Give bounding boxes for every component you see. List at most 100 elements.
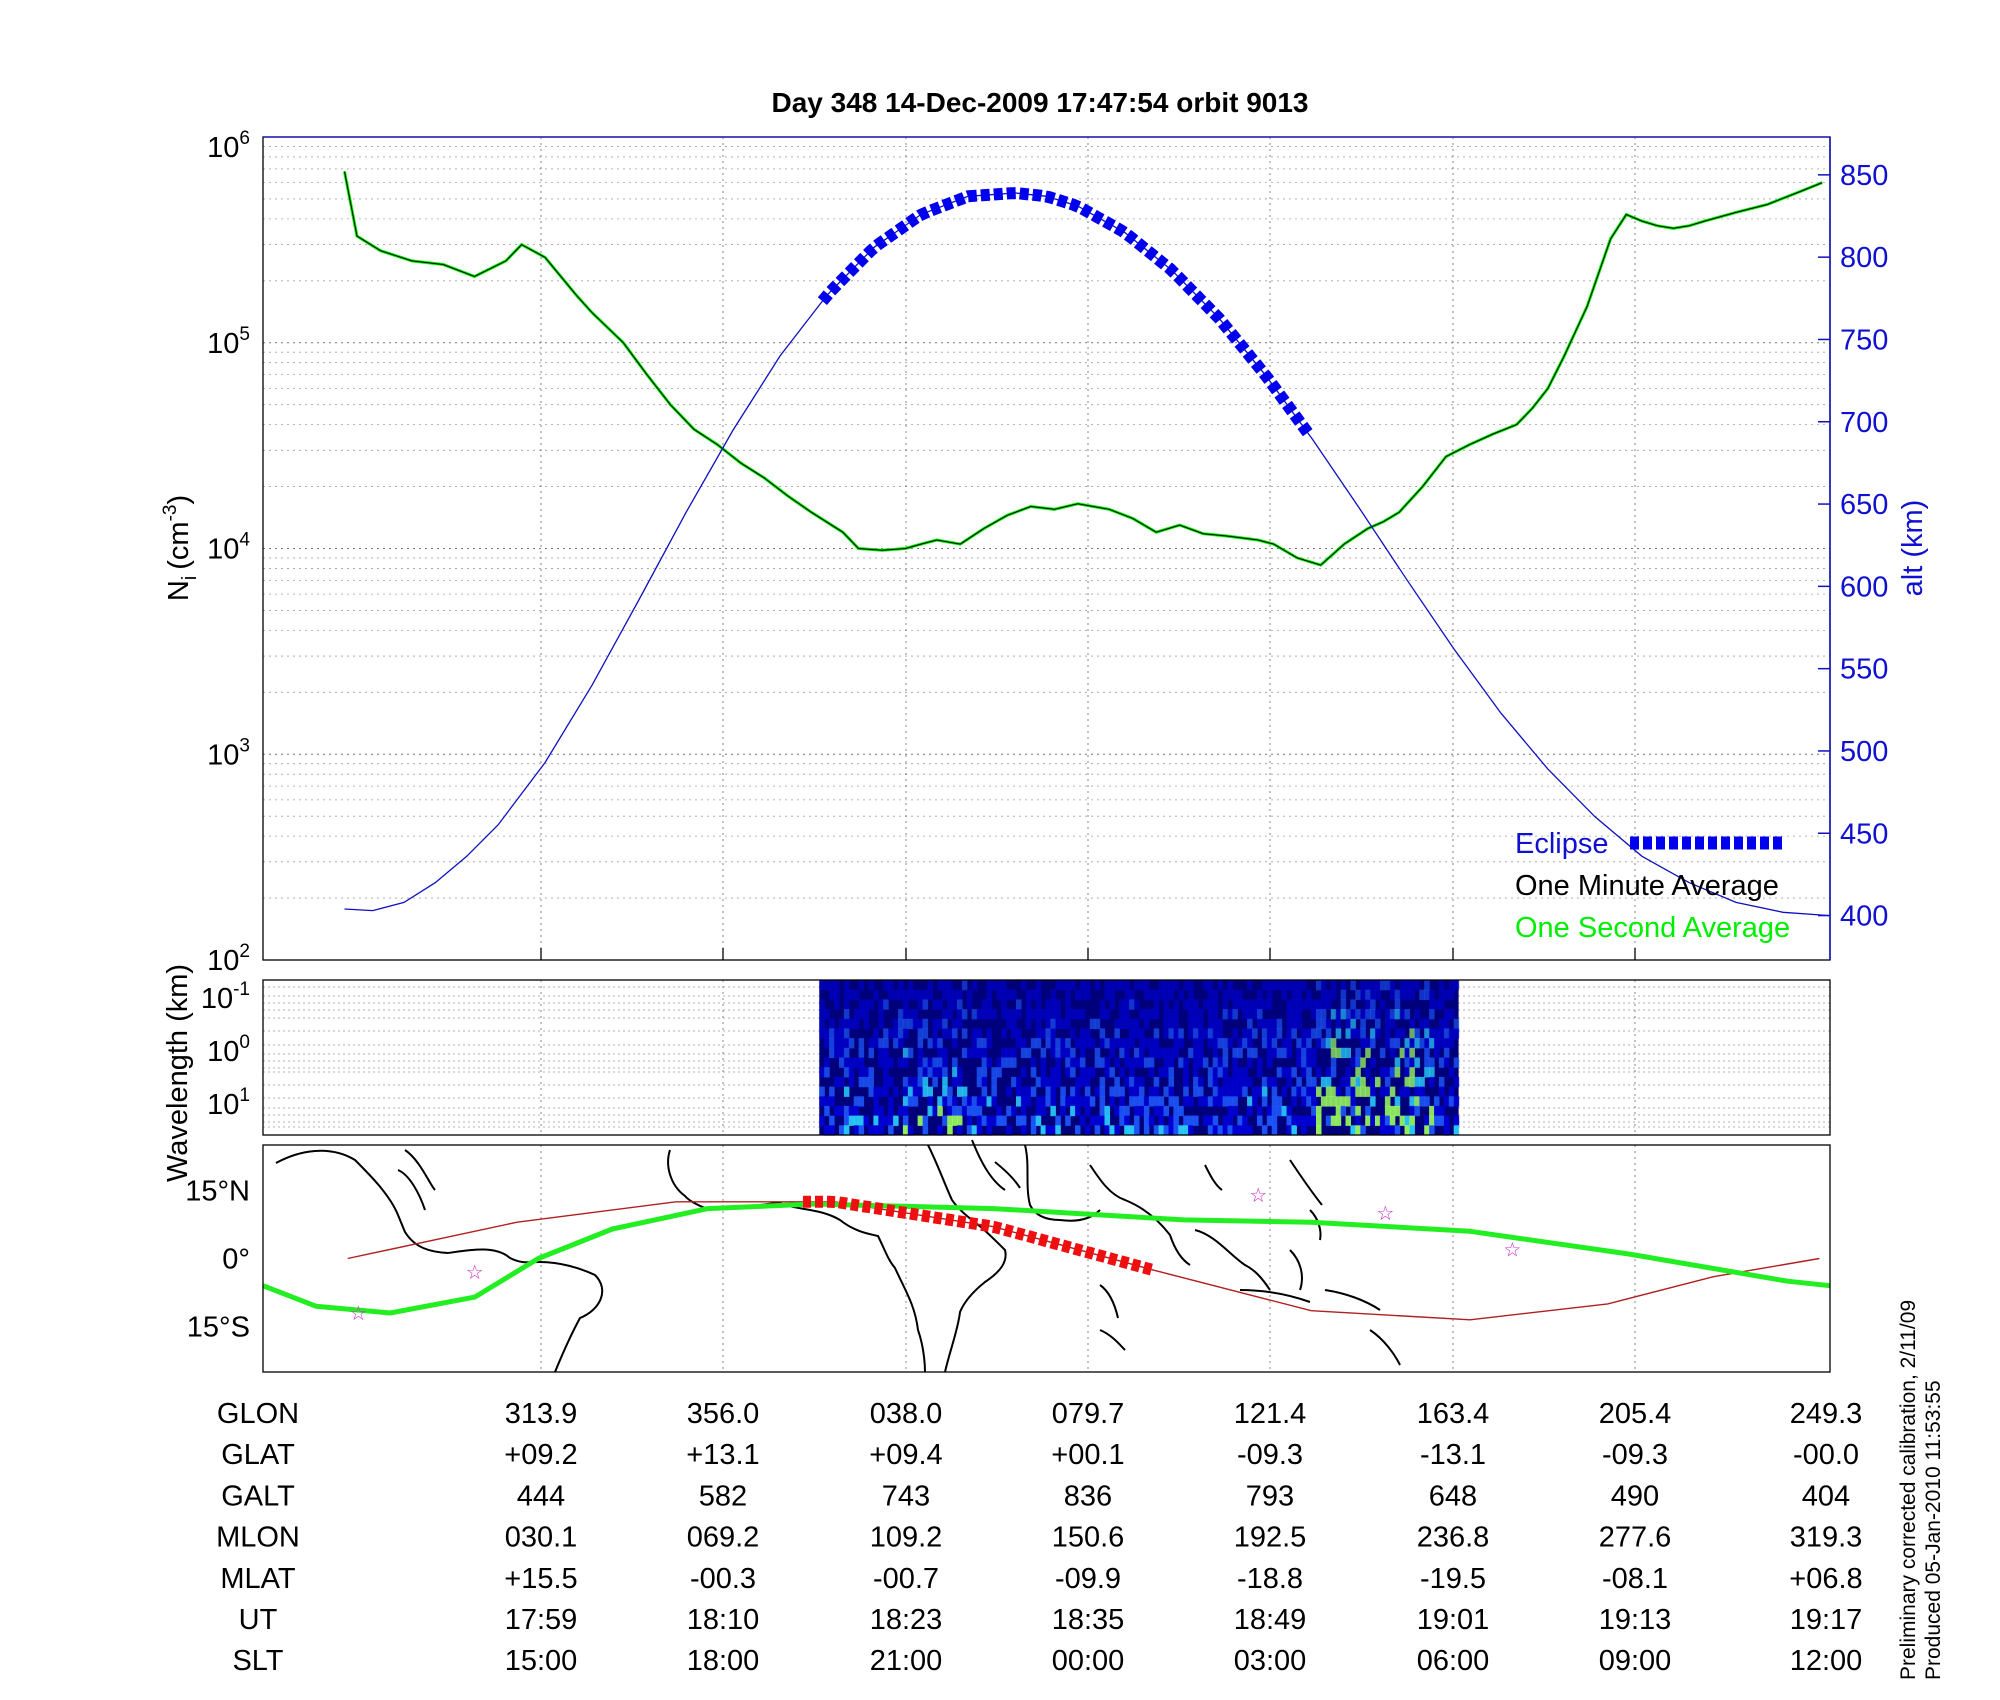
spectrogram-cell xyxy=(1325,1018,1332,1030)
spectrogram-cell xyxy=(843,1125,850,1136)
spectrogram-cell xyxy=(1286,980,1293,991)
table-cell: -00.0 xyxy=(1793,1439,1859,1471)
spectrogram-cell xyxy=(1030,1125,1037,1136)
spectrogram-cell xyxy=(1296,1076,1302,1088)
spectrogram-cell xyxy=(1296,1057,1302,1068)
spectrogram-cell xyxy=(1139,1047,1145,1059)
spectrogram-cell xyxy=(1139,1009,1145,1020)
spectrogram-cell xyxy=(1301,1038,1307,1049)
spectrogram-cell xyxy=(932,1067,938,1078)
spectrogram-cell xyxy=(947,980,953,991)
spectrogram-cell xyxy=(1276,1067,1283,1078)
spectrogram-cell xyxy=(981,999,988,1010)
spectrogram-cell xyxy=(1109,1067,1115,1078)
spectrogram-cell xyxy=(1330,1009,1337,1020)
spectrogram-cell xyxy=(1316,1028,1322,1039)
spectrogram-cell xyxy=(1025,1018,1032,1030)
spectrogram-cell xyxy=(1394,1028,1401,1039)
spectrogram-cell xyxy=(1134,1125,1140,1136)
spectrogram-cell xyxy=(1355,1067,1361,1078)
spectrogram-cell xyxy=(1384,1125,1391,1136)
spectrogram-cell xyxy=(1035,1018,1042,1030)
spectrogram-cell xyxy=(1266,1047,1273,1059)
spectrogram-cell xyxy=(1188,1028,1194,1039)
spectrogram-cell xyxy=(1443,1038,1450,1049)
spectrogram-cell xyxy=(937,1047,943,1059)
y2-tick-label: 750 xyxy=(1840,324,1888,356)
spectrogram-cell xyxy=(1330,980,1337,991)
spectrogram-cell xyxy=(1360,980,1366,991)
spectrogram-cell xyxy=(1370,1038,1376,1049)
spectrogram-cell xyxy=(1360,1028,1366,1039)
spectrogram-cell xyxy=(937,1067,943,1078)
spectrogram-cell xyxy=(1222,1086,1229,1097)
spectrogram-cell xyxy=(1301,1047,1307,1059)
spectrogram-cell xyxy=(1198,1009,1204,1020)
spectrogram-cell xyxy=(1055,1076,1061,1088)
spectrogram-cell xyxy=(1384,1115,1391,1126)
spectrogram-cell xyxy=(917,1067,924,1078)
spectrogram-cell xyxy=(1020,1047,1027,1059)
spectrogram-cell xyxy=(1114,1057,1120,1068)
spectrogram-cell xyxy=(1212,999,1219,1010)
spectrogram-cell xyxy=(1399,1086,1406,1097)
spectrogram-cell xyxy=(1448,1086,1455,1097)
spectrogram-cell xyxy=(1316,999,1322,1010)
spectrogram-cell xyxy=(1129,999,1135,1010)
spectrogram-cell xyxy=(1443,1018,1450,1030)
spectrogram-cell xyxy=(952,1105,958,1117)
spectrogram-cell xyxy=(1006,1105,1012,1117)
spectrogram-cell xyxy=(1035,1009,1042,1020)
spectrogram-cell xyxy=(1271,1018,1278,1030)
spectrogram-cell xyxy=(873,1038,879,1049)
spectrogram-cell xyxy=(1099,1115,1106,1126)
spectrogram-cell xyxy=(1065,1047,1071,1059)
spectrogram-cell xyxy=(957,989,963,1000)
spectrogram-cell xyxy=(1070,1028,1076,1039)
spectrogram-cell xyxy=(1345,1047,1352,1059)
spectrogram-cell xyxy=(927,1038,934,1049)
spectrogram-cell xyxy=(1129,1018,1135,1030)
spectrogram-cell xyxy=(1094,980,1101,991)
spectrogram-cell xyxy=(1350,999,1356,1010)
spectrogram-cell xyxy=(1448,1009,1455,1020)
spectrogram-cell xyxy=(986,980,993,991)
spectrogram-cell xyxy=(1153,1038,1160,1049)
spectrogram-cell xyxy=(1384,1076,1391,1088)
spectrogram-cell xyxy=(1311,1096,1317,1107)
star-marker: ☆ xyxy=(466,1260,484,1284)
spectrogram-cell xyxy=(1365,1047,1371,1059)
spectrogram-cell xyxy=(1350,1105,1356,1117)
spectrogram-cell xyxy=(1320,989,1327,1000)
spectrogram-cell xyxy=(1340,1105,1347,1117)
spectrogram-cell xyxy=(1035,1105,1042,1117)
spectrogram-cell xyxy=(1119,1038,1125,1049)
spectrogram-cell xyxy=(947,1086,953,1097)
spectrogram-cell xyxy=(1414,1057,1420,1068)
spectrogram-cell xyxy=(1414,1028,1420,1039)
spectrogram-cell xyxy=(902,1105,909,1117)
spectrogram-cell xyxy=(1188,1047,1194,1059)
spectrogram-cell xyxy=(1429,1057,1435,1068)
spectrogram-cell xyxy=(1286,1028,1293,1039)
spectrogram-cell xyxy=(1266,980,1273,991)
spectrogram-cell xyxy=(1084,1076,1091,1088)
spectrogram-cell xyxy=(1340,999,1347,1010)
spectrogram-cell xyxy=(1011,1018,1017,1030)
spectrogram-cell xyxy=(1139,980,1145,991)
spectrogram-cell xyxy=(878,1105,884,1117)
spectrogram-cell xyxy=(937,980,943,991)
spectrogram-cell xyxy=(1001,980,1007,991)
spectrogram-cell xyxy=(839,1057,845,1068)
spectrogram-cell xyxy=(1252,1086,1258,1097)
spectrogram-cell xyxy=(1089,1115,1096,1126)
spectrogram-cell xyxy=(1257,999,1263,1010)
spectrogram-cell xyxy=(1355,1009,1361,1020)
spectrogram-cell xyxy=(1001,999,1007,1010)
spectrogram-cell xyxy=(1247,1057,1253,1068)
table-cell: 19:17 xyxy=(1790,1604,1863,1636)
spectrogram-cell xyxy=(1207,989,1214,1000)
spectrogram-cell xyxy=(1079,1096,1086,1107)
spectrogram-cell xyxy=(1419,1018,1425,1030)
spectrogram-cell xyxy=(1060,1086,1066,1097)
